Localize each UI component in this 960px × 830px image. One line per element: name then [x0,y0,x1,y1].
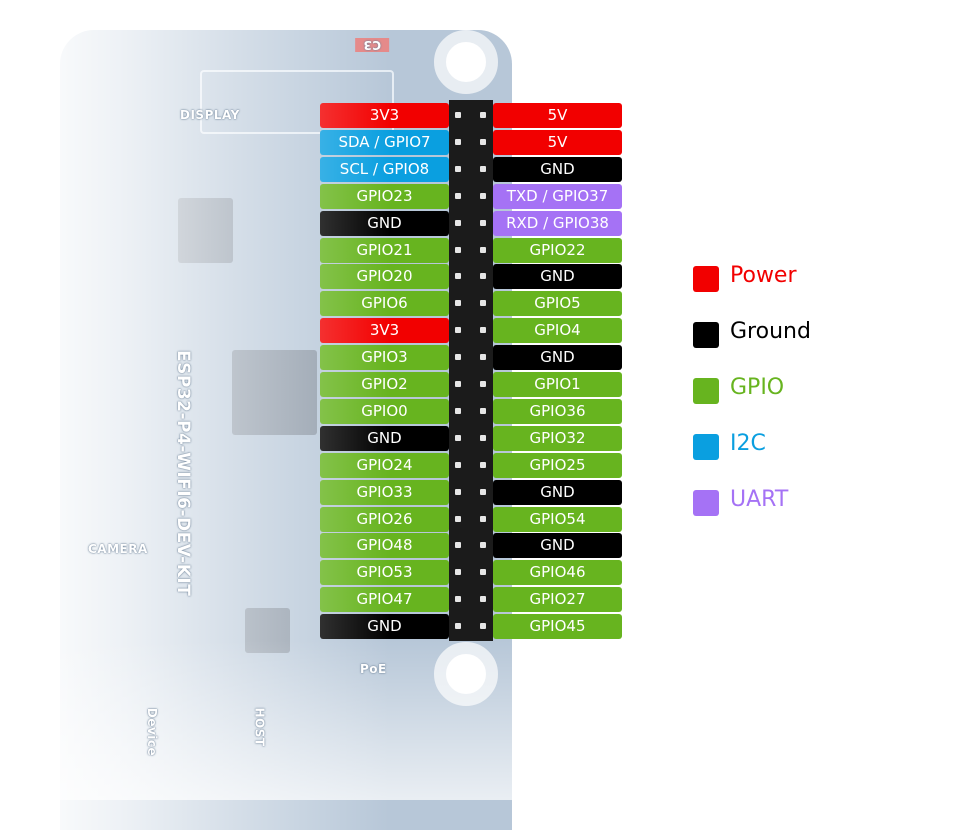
legend-label: Power [730,263,797,288]
legend-label: I2C [730,431,766,456]
legend-label: UART [730,487,789,512]
pin-label-right: 5V [493,103,622,128]
cap-label: C3 [355,38,390,52]
pin-hole [455,381,461,387]
pin-label-right: GND [493,533,622,559]
pin-hole [480,273,486,280]
pin-hole [480,515,486,522]
pin-hole [455,623,461,630]
pin-hole [480,596,486,603]
pin-label-right: GPIO27 [493,587,622,613]
display-label: DISPLAY [180,108,240,122]
bottom-fade [60,640,520,800]
pin-hole [455,434,461,441]
legend-label: Ground [730,319,811,344]
pin-label-right: GPIO5 [493,291,622,317]
pin-label-right: TXD / GPIO37 [493,183,622,209]
pin-label-right: GPIO25 [493,452,622,478]
pin-label-right: GPIO54 [493,506,622,532]
pin-hole [480,623,486,630]
legend-swatch [693,378,719,404]
pin-label-right: 5V [493,129,622,155]
board-name: ESP32-P4-WIFI6-DEV-KIT [173,350,193,597]
pin-label-right: GND [493,264,622,290]
pin-label-right: GND [493,345,622,371]
pin-hole [480,112,486,118]
pin-hole [455,192,461,199]
pin-hole [480,246,486,253]
legend-swatch [693,434,719,460]
pin-hole [455,219,461,226]
pin-hole [480,219,486,226]
pin-hole [455,165,461,172]
device-label: Device [145,707,160,757]
pin-hole [480,192,486,199]
pin-hole [480,569,486,576]
pin-hole [480,327,486,334]
legend-swatch [693,490,719,516]
pin-label-right: GPIO46 [493,560,622,586]
pin-label-right: GND [493,479,622,505]
pin-label-right: GPIO22 [493,237,622,263]
pin-label-right: GND [493,156,622,182]
poe-label: PoE [360,662,387,676]
pin-hole [455,461,461,468]
pin-header [449,100,493,641]
pin-hole [455,300,461,307]
pin-hole [480,434,486,441]
pin-hole [480,407,486,414]
pin-label-right: RXD / GPIO38 [493,210,622,236]
pin-hole [480,488,486,495]
pin-hole [480,300,486,307]
pin-hole [455,327,461,334]
host-label: HOST [252,707,267,747]
legend-swatch [693,322,719,348]
pin-hole [455,515,461,522]
pin-hole [480,542,486,549]
pin-label-right: GPIO45 [493,614,622,640]
legend-swatch [693,266,719,292]
pin-hole [455,596,461,603]
pin-label-right: GPIO4 [493,318,622,344]
camera-label: CAMERA [88,542,148,556]
pin-hole [455,138,461,145]
pin-hole [455,246,461,253]
pin-hole [455,112,461,118]
pin-label-right: GPIO36 [493,398,622,424]
pin-hole [480,461,486,468]
pin-label-right: GPIO1 [493,372,622,397]
pin-hole [455,488,461,495]
pin-hole [480,354,486,361]
pin-hole [455,569,461,576]
mount-hole [434,30,498,94]
pin-hole [455,542,461,549]
legend-label: GPIO [730,375,785,400]
pin-hole [480,381,486,387]
pin-hole [455,407,461,414]
pin-hole [455,273,461,280]
pin-hole [455,354,461,361]
pin-label-right: GPIO32 [493,425,622,451]
pin-hole [480,138,486,145]
pin-hole [480,165,486,172]
